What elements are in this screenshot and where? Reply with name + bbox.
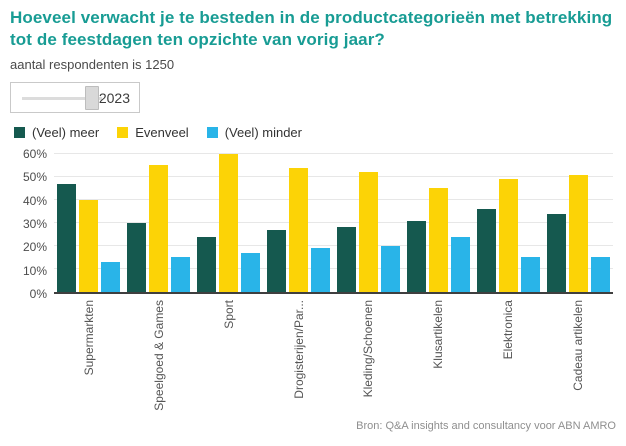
x-label-cell: Cadeau artikelen (543, 300, 613, 412)
gridline (54, 221, 613, 223)
chart-title: Hoeveel verwacht je te besteden in de pr… (10, 8, 613, 50)
bar-evenveel-elektronica[interactable] (498, 179, 518, 292)
bar-groups (54, 153, 613, 292)
x-label-drogisterijen-par: Drogisterijen/Par... (291, 299, 306, 399)
legend-swatch-veel-minder (206, 126, 218, 138)
x-axis-labels: Supermarkten Speelgoed & Games Sport Drogis… (54, 300, 613, 412)
year-slider-value: 2023 (98, 89, 130, 106)
gridline (54, 244, 613, 246)
bar-group-drogisterijen-par (264, 154, 334, 292)
bar-veel-meer-supermarkten[interactable] (57, 183, 77, 292)
bar-evenveel-speelgoed-games[interactable] (149, 165, 169, 292)
bar-veel-meer-drogisterijen-par[interactable] (267, 229, 287, 292)
gridline (54, 175, 613, 177)
source-note: Bron: Q&A insights and consultancy voor … (356, 420, 616, 432)
x-label-cell: Klusartikelen (403, 300, 473, 412)
bar-veel-minder-kleding-schoenen[interactable] (380, 245, 400, 292)
x-label-speelgoed-games: Speelgoed & Games (151, 299, 166, 411)
x-label-elektronica: Elektronica (501, 299, 516, 360)
legend-item-veel-meer[interactable]: (Veel) meer (14, 125, 99, 140)
x-label-klusartikelen: Klusartikelen (431, 299, 446, 369)
bar-group-klusartikelen (403, 154, 473, 292)
bar-group-supermarkten (54, 154, 124, 292)
plot-area (54, 152, 613, 294)
gridline (54, 198, 613, 200)
bar-veel-meer-kleding-schoenen[interactable] (336, 227, 356, 292)
bar-evenveel-sport[interactable] (219, 153, 239, 292)
year-slider[interactable]: 2023 (10, 81, 140, 113)
legend-label: Evenveel (135, 124, 189, 140)
x-label-kleding-schoenen: Kleding/Schoenen (361, 299, 376, 398)
y-tick-label: 30% (22, 216, 47, 231)
bar-group-elektronica (473, 154, 543, 292)
legend-item-evenveel[interactable]: Evenveel (117, 124, 189, 140)
x-label-cell: Speelgoed & Games (124, 300, 194, 412)
gridline (54, 267, 613, 269)
year-slider-track[interactable] (22, 96, 102, 100)
x-label-cell: Kleding/Schoenen (334, 300, 404, 412)
x-label-cell: Drogisterijen/Par... (264, 300, 334, 412)
bar-chart: 0% 10% 20% 30% 40% 50% 60% (10, 147, 618, 301)
y-tick-label: 10% (22, 263, 47, 278)
legend-swatch-veel-meer (14, 126, 25, 138)
bar-evenveel-cadeau-artikelen[interactable] (568, 174, 588, 292)
bar-evenveel-supermarkten[interactable] (79, 199, 99, 292)
y-tick-label: 0% (29, 286, 47, 301)
legend-label: (Veel) minder (224, 124, 302, 140)
x-label-cadeau-artikelen: Cadeau artikelen (571, 299, 586, 391)
bar-evenveel-klusartikelen[interactable] (428, 188, 448, 292)
gridline (54, 152, 613, 154)
x-label-sport: Sport (221, 299, 236, 329)
y-axis: 0% 10% 20% 30% 40% 50% 60% (10, 147, 54, 301)
bar-evenveel-drogisterijen-par[interactable] (289, 167, 309, 292)
bar-veel-meer-sport[interactable] (197, 236, 217, 292)
year-slider-thumb[interactable] (85, 85, 99, 110)
bar-veel-meer-klusartikelen[interactable] (406, 220, 426, 292)
x-label-cell: Sport (194, 300, 264, 412)
bar-group-sport (194, 153, 264, 292)
y-tick-label: 20% (22, 240, 47, 255)
y-tick-label: 60% (22, 146, 47, 161)
chart-legend: (Veel) meer Evenveel (Veel) minder (14, 125, 618, 140)
bar-veel-meer-elektronica[interactable] (476, 209, 496, 292)
bar-veel-minder-elektronica[interactable] (520, 257, 540, 292)
bar-veel-minder-speelgoed-games[interactable] (171, 257, 191, 292)
bar-veel-meer-cadeau-artikelen[interactable] (546, 213, 566, 292)
bar-veel-minder-klusartikelen[interactable] (450, 236, 470, 292)
y-tick-label: 40% (22, 193, 47, 208)
bar-group-kleding-schoenen (334, 154, 404, 292)
bar-veel-minder-cadeau-artikelen[interactable] (590, 257, 610, 292)
bar-group-cadeau-artikelen (543, 154, 613, 292)
x-label-supermarkten: Supermarkten (81, 299, 96, 376)
bar-veel-minder-drogisterijen-par[interactable] (311, 248, 331, 292)
bar-evenveel-kleding-schoenen[interactable] (358, 172, 378, 292)
bar-veel-minder-sport[interactable] (241, 252, 261, 292)
legend-swatch-evenveel (117, 126, 129, 138)
respondents-note: aantal respondenten is 1250 (10, 56, 175, 72)
y-tick-label: 50% (22, 170, 47, 185)
bar-veel-meer-speelgoed-games[interactable] (127, 222, 147, 292)
legend-label: (Veel) meer (32, 124, 100, 140)
legend-item-veel-minder[interactable]: (Veel) minder (206, 124, 302, 140)
x-label-cell: Supermarkten (54, 300, 124, 412)
bar-group-speelgoed-games (124, 154, 194, 292)
x-label-cell: Elektronica (473, 300, 543, 412)
bar-veel-minder-supermarkten[interactable] (101, 261, 121, 292)
